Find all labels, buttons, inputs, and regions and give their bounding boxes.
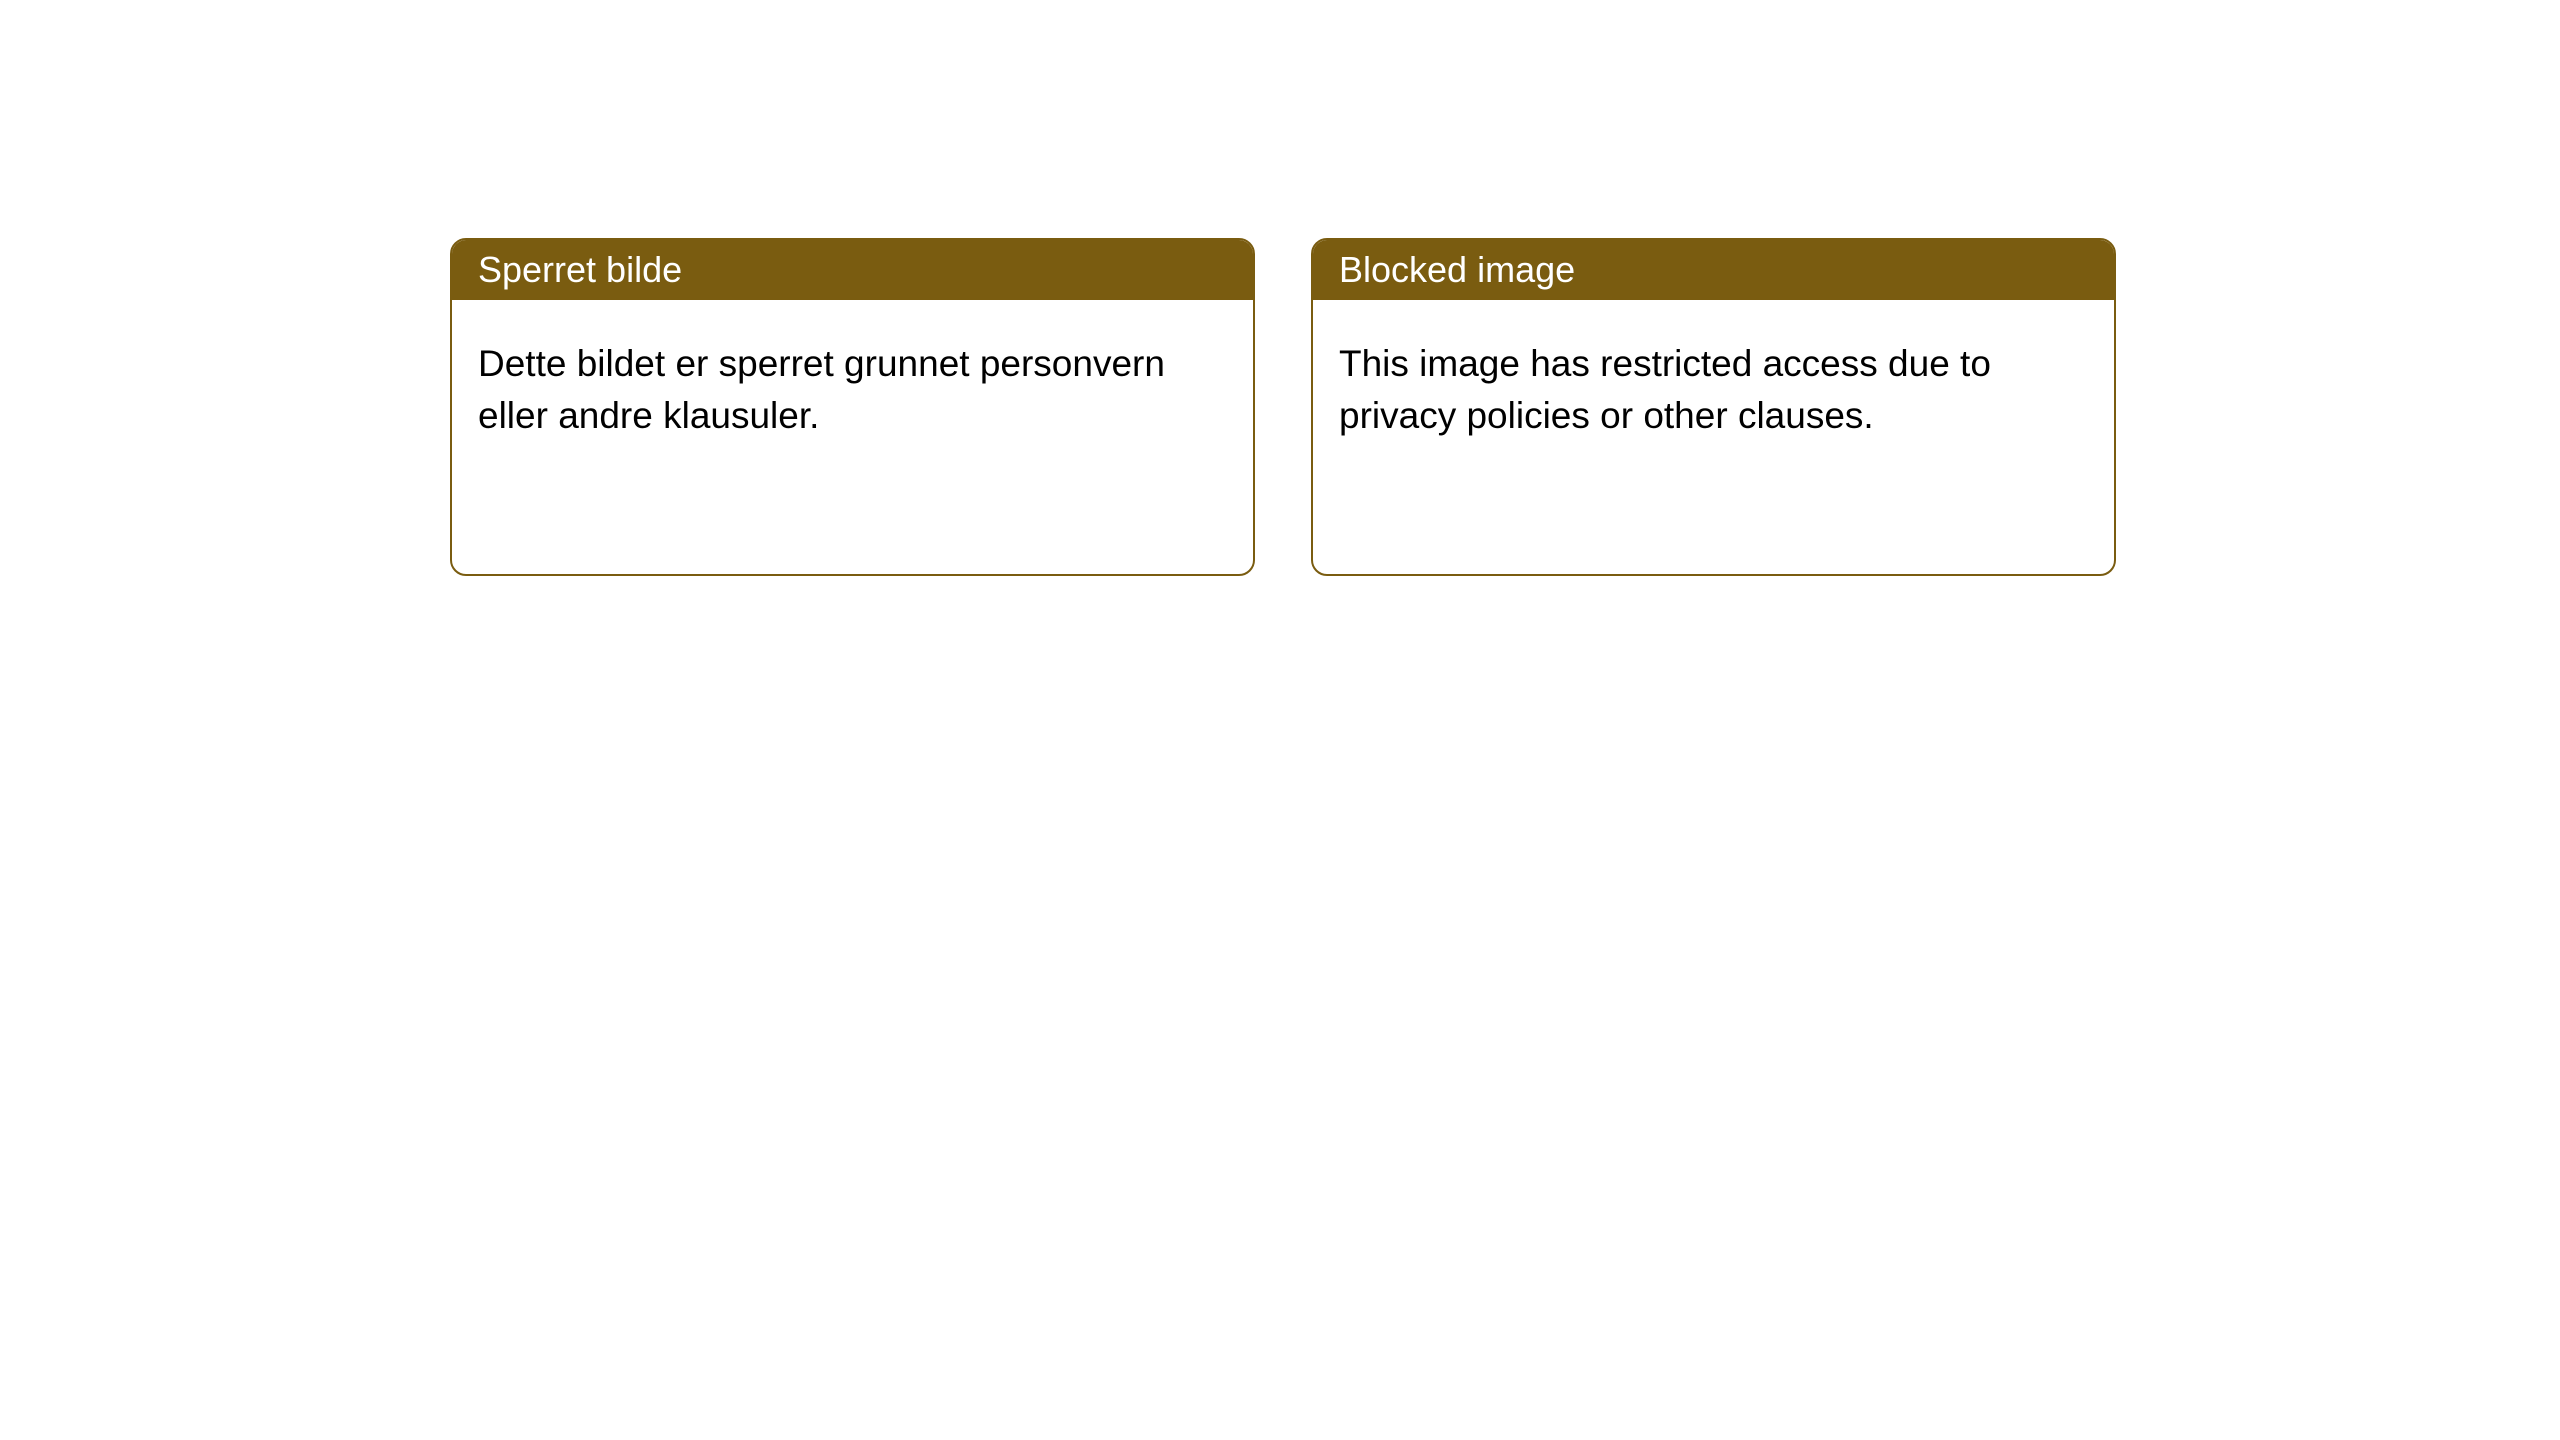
notice-title: Sperret bilde xyxy=(478,249,682,291)
notice-body-text: This image has restricted access due to … xyxy=(1339,343,1991,436)
notice-header-english: Blocked image xyxy=(1313,240,2114,300)
notice-header-norwegian: Sperret bilde xyxy=(452,240,1253,300)
notice-container: Sperret bilde Dette bildet er sperret gr… xyxy=(0,0,2560,576)
notice-title: Blocked image xyxy=(1339,249,1575,291)
notice-card-english: Blocked image This image has restricted … xyxy=(1311,238,2116,576)
notice-card-norwegian: Sperret bilde Dette bildet er sperret gr… xyxy=(450,238,1255,576)
notice-body-norwegian: Dette bildet er sperret grunnet personve… xyxy=(452,300,1253,480)
notice-body-text: Dette bildet er sperret grunnet personve… xyxy=(478,343,1165,436)
notice-body-english: This image has restricted access due to … xyxy=(1313,300,2114,480)
